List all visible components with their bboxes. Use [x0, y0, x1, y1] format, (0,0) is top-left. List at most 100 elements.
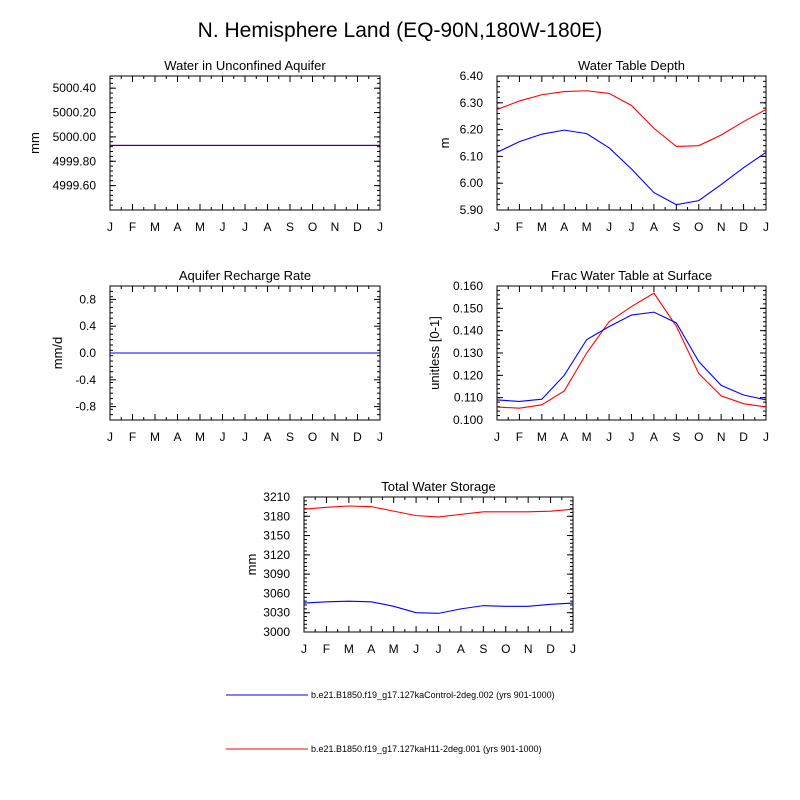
aquifer-water-xtick-label: A: [263, 220, 271, 234]
recharge-rate-title: Aquifer Recharge Rate: [179, 268, 311, 283]
aquifer-water-xtick-label: M: [195, 220, 205, 234]
water-table-depth-ylabel: m: [437, 138, 452, 149]
water-table-depth-xtick-label: J: [606, 220, 612, 234]
recharge-rate-xtick-label: J: [377, 430, 383, 444]
frac-water-table-ytick-label: 0.100: [453, 413, 483, 427]
frac-water-table-xtick-label: A: [560, 430, 568, 444]
legend: b.e21.B1850.f19_g17.127kaControl-2deg.00…: [226, 690, 555, 754]
water-table-depth-ytick-label: 6.10: [460, 149, 484, 163]
water-table-depth-xtick-label: N: [717, 220, 726, 234]
aquifer-water-xtick-label: A: [173, 220, 181, 234]
recharge-rate-ytick-label: -0.4: [75, 373, 96, 387]
total-storage-ytick-label: 3000: [263, 625, 290, 639]
water-table-depth-ytick-label: 6.30: [460, 96, 484, 110]
recharge-rate-ytick-label: 0.8: [79, 292, 96, 306]
water-table-depth-xtick-label: M: [537, 220, 547, 234]
recharge-rate-xtick-label: F: [129, 430, 136, 444]
total-storage-xtick-label: M: [389, 642, 399, 656]
recharge-rate-xtick-label: O: [308, 430, 317, 444]
recharge-rate-xtick-label: M: [195, 430, 205, 444]
total-storage-ylabel: mm: [244, 554, 259, 576]
water-table-depth-xtick-label: S: [672, 220, 680, 234]
water-table-depth-xtick-label: D: [739, 220, 748, 234]
water-table-depth-series-control: [496, 129, 767, 206]
aquifer-water-ytick-label: 4999.80: [53, 154, 97, 168]
water-table-depth-xtick-label: O: [694, 220, 703, 234]
aquifer-water-xtick-label: N: [331, 220, 340, 234]
frac-water-table-xtick-label: S: [672, 430, 680, 444]
water-table-depth-ytick-label: 6.00: [460, 176, 484, 190]
aquifer-water-frame: [109, 75, 381, 211]
aquifer-water-xtick-label: M: [150, 220, 160, 234]
frac-water-table-xtick-label: O: [694, 430, 703, 444]
recharge-rate-xtick-label: S: [286, 430, 294, 444]
frac-water-table-xtick-label: M: [537, 430, 547, 444]
recharge-rate-xtick-label: J: [107, 430, 113, 444]
total-storage-xtick-label: N: [524, 642, 533, 656]
total-storage-ytick-label: 3090: [263, 567, 290, 581]
aquifer-water-ylabel: mm: [27, 132, 42, 154]
aquifer-water-ytick-label: 5000.00: [53, 130, 97, 144]
recharge-rate-ytick-label: -0.8: [75, 400, 96, 414]
total-storage-xtick-label: S: [479, 642, 487, 656]
water-table-depth-xtick-label: J: [763, 220, 769, 234]
frac-water-table-xtick-label: J: [763, 430, 769, 444]
frac-water-table-ytick-label: 0.120: [453, 368, 483, 382]
frac-water-table-series-h11: [496, 292, 767, 409]
total-storage-xtick-label: M: [344, 642, 354, 656]
frac-water-table-ytick-label: 0.110: [454, 391, 483, 405]
total-storage-title: Total Water Storage: [381, 479, 495, 494]
aquifer-water-ytick-label: 4999.60: [53, 179, 97, 193]
recharge-rate-xtick-label: J: [242, 430, 248, 444]
aquifer-water-xtick-label: J: [377, 220, 383, 234]
recharge-rate-xtick-label: D: [353, 430, 362, 444]
water-table-depth-xtick-label: M: [582, 220, 592, 234]
total-storage-xtick-label: D: [546, 642, 555, 656]
recharge-rate-xtick-label: N: [331, 430, 340, 444]
total-storage-ytick-label: 3120: [263, 548, 290, 562]
water-table-depth-ytick-label: 5.90: [460, 203, 484, 217]
frac-water-table-xtick-label: J: [494, 430, 500, 444]
recharge-rate-ylabel: mm/d: [50, 337, 65, 370]
total-storage-ytick-label: 3060: [263, 586, 290, 600]
total-storage-xtick-label: J: [570, 642, 576, 656]
frac-water-table-ytick-label: 0.150: [453, 301, 483, 315]
recharge-rate-xtick-label: A: [173, 430, 181, 444]
water-table-depth-ytick-label: 6.40: [460, 69, 484, 83]
frac-water-table-ylabel: unitless [0-1]: [427, 316, 442, 390]
water-table-depth-xtick-label: J: [629, 220, 635, 234]
aquifer-water-xtick-label: J: [242, 220, 248, 234]
total-storage-xtick-label: J: [301, 642, 307, 656]
recharge-rate-xtick-label: A: [263, 430, 271, 444]
recharge-rate-ytick-label: 0.4: [79, 319, 96, 333]
total-storage-xtick-label: F: [323, 642, 330, 656]
frac-water-table-ytick-label: 0.140: [453, 324, 483, 338]
total-storage-xtick-label: A: [457, 642, 465, 656]
aquifer-water-ytick-label: 5000.40: [53, 81, 97, 95]
legend-label-control: b.e21.B1850.f19_g17.127kaControl-2deg.00…: [311, 690, 555, 700]
recharge-rate-xtick-label: M: [150, 430, 160, 444]
figure-title: N. Hemisphere Land (EQ-90N,180W-180E): [198, 19, 603, 42]
aquifer-water-xtick-label: D: [353, 220, 362, 234]
legend-label-h11: b.e21.B1850.f19_g17.127kaH11-2deg.001 (y…: [311, 744, 542, 754]
total-storage-ytick-label: 3150: [263, 529, 290, 543]
recharge-rate-xtick-label: J: [220, 430, 226, 444]
recharge-rate-ytick-label: 0.0: [79, 346, 96, 360]
frac-water-table-ytick-label: 0.130: [453, 346, 483, 360]
aquifer-water-xtick-label: O: [308, 220, 317, 234]
water-table-depth-xtick-label: F: [516, 220, 523, 234]
aquifer-water-ytick-label: 5000.20: [53, 106, 97, 120]
aquifer-water-xtick-label: J: [220, 220, 226, 234]
frac-water-table-xtick-label: N: [717, 430, 726, 444]
aquifer-water-title: Water in Unconfined Aquifer: [164, 58, 326, 73]
total-storage-xtick-label: O: [501, 642, 510, 656]
frac-water-table-title: Frac Water Table at Surface: [551, 268, 712, 283]
water-table-depth-ytick-label: 6.20: [460, 123, 484, 137]
frac-water-table-xtick-label: J: [606, 430, 612, 444]
frac-water-table-xtick-label: D: [739, 430, 748, 444]
aquifer-water-xtick-label: S: [286, 220, 294, 234]
total-storage-xtick-label: J: [436, 642, 442, 656]
